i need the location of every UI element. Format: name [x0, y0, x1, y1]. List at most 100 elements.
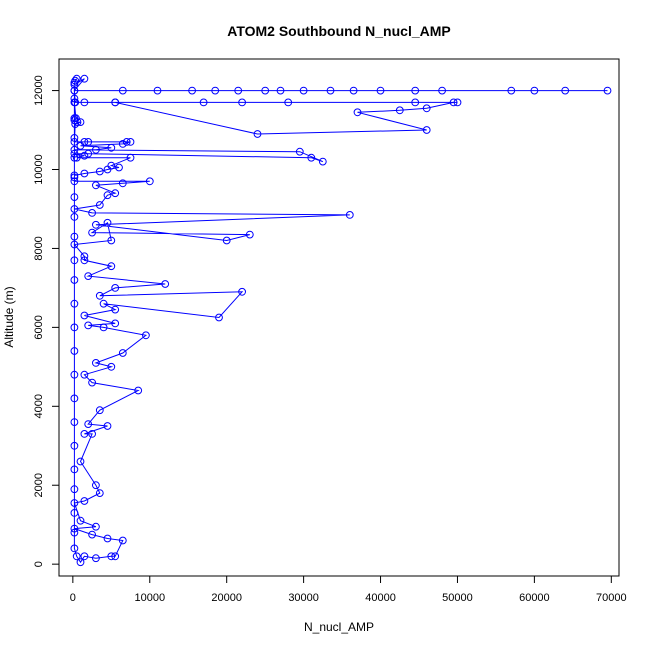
- data-point: [70, 370, 79, 379]
- data-point: [103, 191, 112, 200]
- data-point: [71, 120, 80, 128]
- data-point: [142, 331, 150, 340]
- data-point: [92, 145, 100, 154]
- data-point: [449, 98, 458, 107]
- data-point: [261, 86, 270, 95]
- data-point: [326, 86, 335, 95]
- data-point: [70, 528, 79, 537]
- data-point: [92, 554, 100, 563]
- data-point: [88, 228, 96, 237]
- data-point: [153, 86, 162, 95]
- data-point: [118, 86, 127, 95]
- data-point: [145, 177, 154, 186]
- data-point: [70, 149, 79, 158]
- data-point: [111, 552, 120, 561]
- data-point: [118, 536, 127, 545]
- data-point: [92, 181, 100, 190]
- data-point: [134, 386, 143, 395]
- data-point: [70, 509, 79, 517]
- data-point: [92, 359, 100, 367]
- data-point: [70, 193, 79, 202]
- data-point: [111, 98, 120, 107]
- data-point: [222, 236, 231, 245]
- data-point: [118, 140, 127, 148]
- data-point: [111, 319, 120, 328]
- data-point: [453, 98, 462, 107]
- data-point: [438, 86, 447, 95]
- data-point: [211, 86, 220, 95]
- data-point: [99, 299, 108, 308]
- data-point: [118, 179, 127, 188]
- data-point: [349, 86, 358, 95]
- data-point: [70, 441, 79, 450]
- x-tick-label: 70000: [596, 592, 627, 604]
- data-point: [376, 86, 385, 95]
- data-point: [80, 252, 89, 261]
- data-point: [603, 86, 612, 95]
- data-point: [118, 349, 127, 357]
- data-point: [70, 171, 79, 180]
- y-tick-label: 8000: [33, 236, 45, 260]
- data-point: [76, 516, 85, 525]
- data-point: [103, 165, 112, 174]
- series-line: [73, 78, 608, 564]
- data-point: [84, 420, 93, 429]
- data-point: [70, 256, 79, 265]
- y-axis-label: Altitude (m): [2, 286, 16, 347]
- data-point: [107, 262, 116, 271]
- data-point: [70, 465, 79, 474]
- data-point: [107, 143, 116, 152]
- data-point: [561, 86, 570, 95]
- y-tick-label: 6000: [33, 315, 45, 339]
- data-point: [88, 209, 96, 217]
- data-point: [238, 98, 247, 107]
- data-point: [111, 284, 120, 292]
- plot-frame: [58, 58, 620, 577]
- data-point: [253, 130, 262, 138]
- x-axis-label: N_nucl_AMP: [304, 620, 374, 634]
- data-point: [70, 80, 79, 89]
- data-point: [107, 552, 116, 561]
- data-point: [70, 240, 79, 249]
- series-lines: [73, 78, 608, 564]
- data-point: [95, 406, 104, 415]
- data-point: [80, 370, 89, 379]
- y-tick-label: 2000: [33, 473, 45, 497]
- x-tick-label: 40000: [365, 592, 396, 604]
- data-point: [70, 418, 79, 427]
- data-point: [111, 305, 120, 314]
- x-tick-label: 10000: [134, 592, 165, 604]
- x-tick-label: 0: [70, 592, 76, 604]
- y-axis: 0 2000 4000 6000 8000 10000 12000: [33, 75, 60, 567]
- data-point: [88, 378, 96, 387]
- data-point: [80, 311, 89, 320]
- data-point: [507, 86, 516, 95]
- data-point: [92, 481, 100, 490]
- data-point: [70, 98, 79, 107]
- data-point: [103, 218, 112, 227]
- data-point: [95, 489, 104, 498]
- data-point: [103, 422, 112, 430]
- data-point: [70, 394, 79, 403]
- data-point: [245, 230, 254, 239]
- data-point: [70, 524, 79, 533]
- data-point: [199, 98, 208, 107]
- data-point: [107, 362, 116, 371]
- data-point: [353, 108, 362, 117]
- data-point: [70, 213, 79, 221]
- data-point: [80, 74, 89, 83]
- data-point: [80, 169, 89, 178]
- data-point: [70, 232, 79, 241]
- data-point: [70, 94, 79, 103]
- data-point: [284, 98, 293, 107]
- chart-title: ATOM2 Southbound N_nucl_AMP: [227, 23, 450, 39]
- data-point: [70, 177, 79, 186]
- data-point: [115, 163, 123, 172]
- data-point: [411, 86, 420, 95]
- data-point: [95, 291, 104, 300]
- data-point: [80, 497, 89, 505]
- data-point: [99, 323, 108, 332]
- data-point: [76, 457, 85, 466]
- y-tick-label: 12000: [33, 75, 45, 106]
- data-point: [295, 147, 304, 156]
